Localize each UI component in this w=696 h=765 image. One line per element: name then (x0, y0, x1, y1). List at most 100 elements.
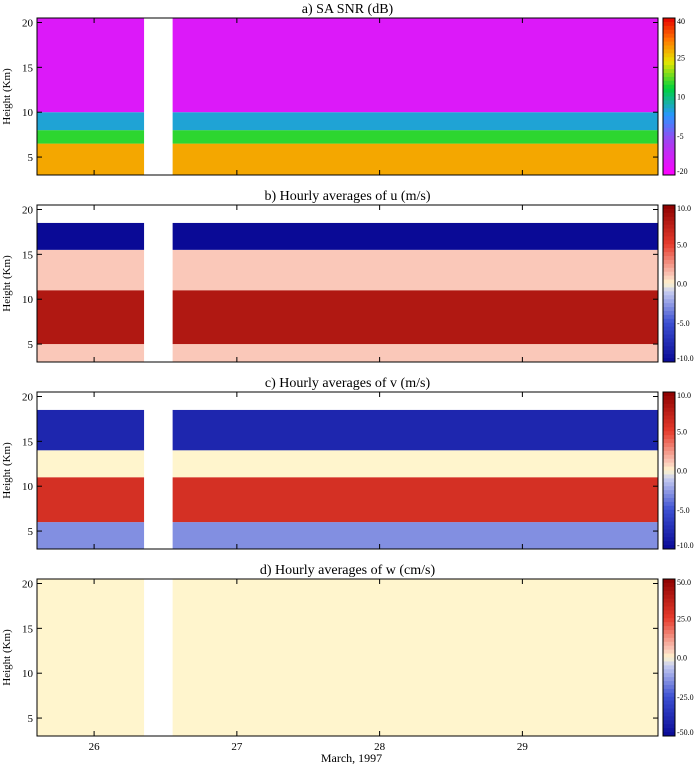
colorbar-swatch (663, 143, 675, 149)
panel-title: d) Hourly averages of w (cm/s) (260, 563, 436, 578)
data-gap (144, 18, 173, 175)
y-axis-label: Height (Km) (1, 255, 13, 312)
data-layer-3 (37, 249, 658, 291)
colorbar-swatch (663, 65, 675, 70)
y-tick-label: 5 (28, 713, 34, 725)
colorbar-swatch (663, 403, 675, 409)
colorbar-swatch (663, 61, 675, 66)
colorbar-swatch (663, 716, 675, 721)
colorbar-label: -5.0 (677, 319, 690, 328)
data-gap (144, 205, 173, 362)
colorbar-swatch (663, 159, 675, 164)
colorbar-swatch (663, 318, 675, 324)
colorbar-swatch (663, 299, 675, 304)
plot-frame (36, 17, 659, 176)
colorbar-swatch (663, 151, 675, 156)
colorbar-swatch (663, 326, 675, 332)
plot-frame (36, 391, 659, 550)
colorbar-swatch (663, 358, 675, 363)
colorbar-swatch (663, 505, 675, 511)
colorbar-swatch (663, 33, 675, 39)
colorbar-swatch (663, 446, 675, 452)
panel-2: b) Hourly averages of u (m/s) 5 10 15 20 Heig… (1, 189, 694, 363)
y-tick-label: 15 (22, 249, 34, 261)
colorbar-label: 0.0 (677, 654, 687, 663)
colorbar-frame (662, 17, 676, 176)
colorbar-swatch (663, 53, 675, 58)
colorbar-swatch (663, 275, 675, 281)
colorbar-swatch (663, 100, 675, 105)
colorbar: 50.0 25.0 0.0 -25.0 -50.0 (662, 578, 694, 737)
colorbar-label: -20 (677, 167, 688, 176)
colorbar-swatch (663, 684, 675, 690)
x-tick-label: 29 (517, 741, 529, 753)
y-tick-label: 20 (22, 578, 34, 590)
colorbar-swatch (663, 614, 675, 619)
panel-3: c) Hourly averages of v (m/s) 5 10 15 20 Heig… (1, 376, 694, 550)
colorbar-swatch (663, 240, 675, 245)
colorbar-label: 40 (677, 17, 685, 26)
y-axis-label: Height (Km) (1, 68, 13, 125)
data-layer-1 (37, 522, 658, 549)
colorbar-swatch (663, 482, 675, 487)
colorbar-swatch (663, 529, 675, 534)
colorbar-swatch (663, 665, 675, 670)
colorbar-swatch (663, 350, 675, 355)
panel-title: c) Hourly averages of v (m/s) (265, 376, 431, 391)
colorbar-swatch (663, 610, 675, 615)
colorbar-swatch (663, 252, 675, 257)
colorbar-swatch (663, 21, 675, 27)
colorbar-swatch (663, 108, 675, 113)
x-tick-label: 28 (374, 741, 386, 753)
colorbar-swatch (663, 490, 675, 495)
colorbar-swatch (663, 517, 675, 523)
data-layer-1 (37, 344, 658, 362)
colorbar-swatch (663, 131, 675, 137)
colorbar-swatch (663, 18, 675, 23)
y-axis-label: Height (Km) (1, 442, 13, 499)
colorbar-swatch (663, 104, 675, 109)
colorbar-swatch (663, 486, 675, 491)
colorbar-swatch (663, 653, 675, 658)
colorbar-swatch (663, 443, 675, 448)
colorbar-swatch (663, 579, 675, 584)
colorbar-swatch (663, 167, 675, 172)
y-tick-label: 15 (22, 62, 34, 74)
colorbar-swatch (663, 244, 675, 249)
colorbar-swatch (663, 267, 675, 273)
colorbar-swatch (663, 582, 675, 588)
colorbar-swatch (663, 637, 675, 643)
colorbar-swatch (663, 256, 675, 261)
colorbar-swatch (663, 626, 675, 631)
colorbar-swatch (663, 712, 675, 717)
colorbar-swatch (663, 454, 675, 460)
colorbar-swatch (663, 478, 675, 483)
colorbar-swatch (663, 509, 675, 515)
x-tick-label: 27 (231, 741, 243, 753)
colorbar-swatch (663, 291, 675, 296)
data-layer-4 (37, 18, 658, 113)
colorbar-swatch (663, 407, 675, 413)
plot-frame (36, 578, 659, 737)
data-layer-2 (37, 290, 658, 345)
colorbar-label: 0.0 (677, 280, 687, 289)
colorbar-swatch (663, 661, 675, 666)
colorbar-swatch (663, 220, 675, 226)
colorbar-swatch (663, 228, 675, 233)
colorbar-swatch (663, 728, 675, 733)
colorbar-swatch (663, 57, 675, 62)
colorbar-swatch (663, 602, 675, 607)
colorbar-swatch (663, 458, 675, 464)
colorbar-swatch (663, 501, 675, 507)
colorbar-swatch (663, 598, 675, 604)
colorbar-swatch (663, 216, 675, 222)
colorbar-swatch (663, 696, 675, 702)
colorbar-swatch (663, 630, 675, 635)
colorbar-swatch (663, 322, 675, 328)
colorbar-swatch (663, 692, 675, 698)
colorbar-swatch (663, 283, 675, 288)
colorbar-swatch (663, 45, 675, 50)
colorbar-swatch (663, 295, 675, 300)
colorbar-swatch (663, 541, 675, 546)
